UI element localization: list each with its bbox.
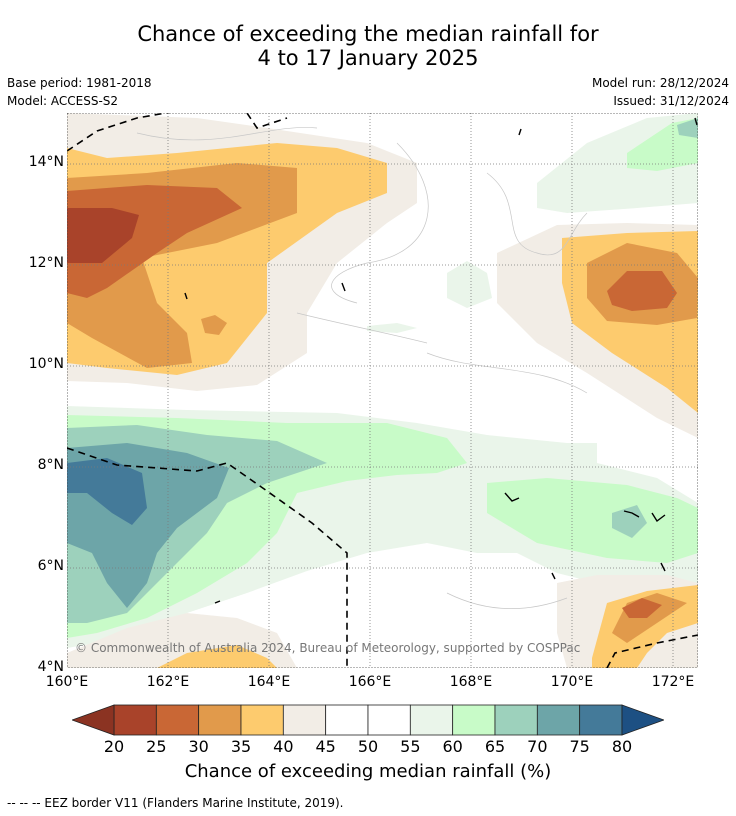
islands [184,117,698,604]
lon-label-164e: 164°E [247,674,291,690]
eez-legend: -- -- -- EEZ border V11 (Flanders Marine… [7,796,344,810]
colorbar-tick-label: 55 [400,737,421,756]
band-25-north [67,208,139,263]
lat-label-6n: 6°N [37,558,64,574]
colorbar-tick-label: 50 [357,737,379,756]
colorbar-tick-label: 40 [273,737,294,756]
colorbar-title: Chance of exceeding median rainfall (%) [184,761,552,782]
band-40-sw [157,645,277,668]
lat-label-10n: 10°N [28,356,64,372]
colorbar-cell [155,704,200,736]
colorbar-cell [367,704,411,736]
colorbar-tick-label: 70 [527,737,548,756]
colorbar-cell [240,704,284,736]
colorbar-tick-label: 65 [484,737,506,756]
band-65-east [612,505,647,538]
patch-55-center-small [367,323,417,333]
lat-label-12n: 12°N [28,255,64,271]
lon-label-170e: 170°E [550,674,594,690]
colorbar-tick-label: 25 [146,737,167,756]
contour-lines [136,127,588,609]
band-75-south [67,458,147,525]
colorbar-under-arrow [72,704,115,736]
band-65-ne-top [677,118,698,138]
colorbar-tick-label: 35 [230,737,252,756]
colorbar-cell [113,704,157,736]
colorbar-cell [494,704,538,736]
colorbar-cell [452,704,496,736]
base-period: Base period: 1981-2018 [7,76,152,90]
colorbar-cell [198,704,242,736]
colorbar-tick-label: 30 [188,737,209,756]
model-name: Model: ACCESS-S2 [7,94,119,108]
lon-label-160e: 160°E [45,674,89,690]
lon-label-172e: 172°E [651,674,695,690]
colorbar-cell [536,704,581,736]
lat-label-8n: 8°N [37,457,64,473]
colorbar-cell [409,704,454,736]
patch-55-center [447,261,492,308]
graticule [67,113,698,668]
colorbar-tick-label: 80 [611,737,633,756]
lon-label-166e: 166°E [348,674,392,690]
copyright-text: © Commonwealth of Australia 2024, Bureau… [75,641,581,655]
map-frame [67,113,698,668]
colorbar-cell [579,704,623,736]
lat-label-14n: 14°N [28,154,64,170]
colorbar-cell [282,704,327,736]
colorbar-tick-label: 75 [569,737,590,756]
band-60-east [487,478,698,563]
lon-label-162e: 162°E [146,674,190,690]
issued-date: Issued: 31/12/2024 [613,94,729,108]
map-title-line2: 4 to 17 January 2025 [257,46,479,70]
colorbar-cell [325,704,369,736]
colorbar [72,704,664,736]
map-title-line1: Chance of exceeding the median rainfall … [137,22,599,46]
colorbar-tick-label: 45 [315,737,336,756]
band-30-se [622,598,662,618]
lon-label-168e: 168°E [449,674,493,690]
colorbar-tick-label: 60 [442,737,463,756]
band-30-ne [607,271,677,311]
patch-35-small [201,315,227,335]
eez-border [67,113,698,668]
colorbar-tick-label: 20 [103,737,125,756]
colorbar-over-arrow [621,704,664,736]
rainfall-map [67,113,698,668]
lat-label-4n: 4°N [37,659,64,675]
model-run: Model run: 28/12/2024 [591,76,729,90]
